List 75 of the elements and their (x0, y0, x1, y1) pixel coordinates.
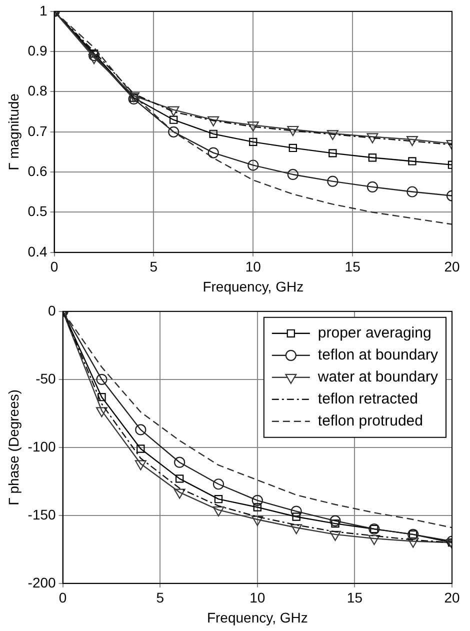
point (407, 538, 419, 548)
y-tick-label: -200 (28, 574, 56, 590)
x-tick-label: 5 (156, 590, 164, 606)
point (96, 374, 108, 385)
point (208, 116, 220, 126)
legend-label: teflon retracted (318, 390, 418, 408)
x-tick-label: 10 (250, 590, 266, 606)
y-tick-label: 0.9 (28, 42, 48, 58)
point (136, 444, 145, 453)
point (330, 530, 341, 541)
point (96, 407, 108, 418)
point (247, 122, 259, 132)
point (290, 506, 302, 517)
point (252, 516, 264, 526)
point (290, 524, 302, 534)
point (368, 534, 380, 546)
x-tick-label: 20 (444, 590, 460, 606)
point (135, 424, 146, 436)
point (366, 181, 378, 192)
x-tick-label: 15 (346, 590, 363, 606)
point (248, 160, 259, 171)
point (209, 130, 218, 138)
point (252, 494, 263, 506)
point (175, 474, 184, 483)
point (326, 130, 338, 140)
x-axis-title: Frequency, GHz (202, 278, 304, 294)
y-tick-label: 0.4 (28, 243, 48, 260)
y-tick-label: 1 (39, 2, 48, 18)
y-axis-title: Γ magnitude (5, 93, 22, 170)
point (253, 503, 262, 512)
point (406, 186, 418, 198)
point (368, 154, 377, 162)
point (134, 460, 146, 470)
point (174, 456, 186, 468)
x-tick-label: 15 (344, 258, 361, 275)
point (88, 54, 100, 64)
point (366, 133, 378, 144)
y-tick-label: 0.5 (28, 203, 48, 220)
point (292, 512, 300, 521)
point (331, 519, 340, 528)
x-tick-label: 10 (245, 258, 262, 275)
point (214, 494, 223, 504)
point (249, 138, 258, 146)
y-tick-label: -100 (28, 438, 56, 454)
legend-label: teflon at boundary (318, 346, 438, 364)
y-tick-label: 0.7 (28, 122, 48, 139)
legend-label: water at boundary (316, 368, 438, 386)
point (212, 506, 224, 517)
y-axis-title: Γ phase (Degrees) (5, 389, 22, 506)
legend-label: teflon protruded (318, 412, 423, 430)
point (330, 515, 341, 526)
point (98, 392, 106, 402)
point (328, 149, 337, 158)
y-tick-label: -150 (28, 506, 56, 522)
y-tick-label: -50 (36, 370, 56, 386)
x-tick-label: 20 (444, 258, 460, 275)
point (174, 488, 186, 499)
point (288, 144, 297, 152)
y-tick-label: 0 (48, 302, 56, 318)
x-tick-label: 5 (150, 258, 158, 275)
point (408, 157, 416, 166)
point (208, 147, 219, 158)
point (168, 106, 180, 116)
point (327, 176, 338, 187)
point (212, 478, 224, 490)
point (287, 126, 299, 136)
point (287, 168, 298, 180)
x-axis-title: Frequency, GHz (206, 609, 308, 626)
legend-label: proper averaging (318, 324, 432, 342)
point (168, 126, 180, 138)
point (406, 136, 418, 146)
y-tick-label: 0.8 (28, 82, 48, 99)
point (170, 116, 178, 124)
y-tick-label: 0.6 (28, 162, 48, 179)
x-tick-label: 0 (58, 590, 67, 606)
